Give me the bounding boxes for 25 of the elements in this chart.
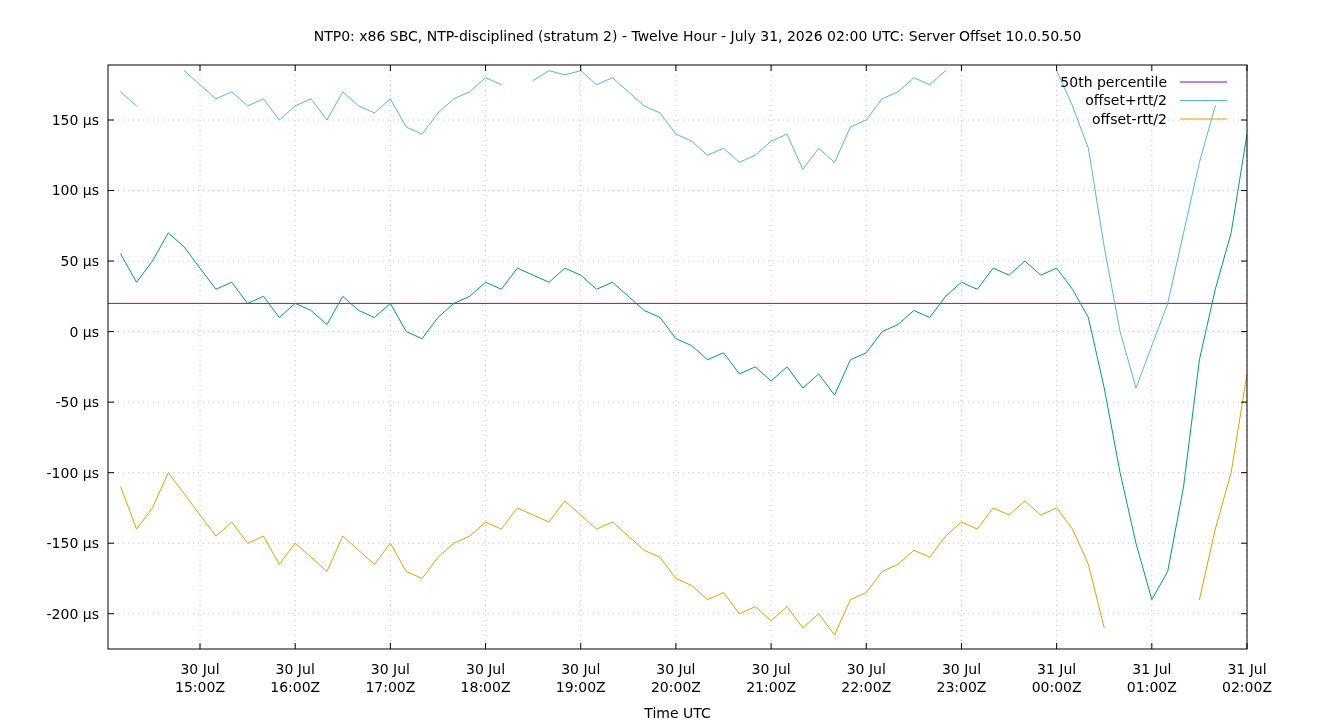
chart-title: NTP0: x86 SBC, NTP-disciplined (stratum 2) - Twelve Hour - July 31, 2026 02:00 UTC: Server Offset 10.0.50.50 bbox=[313, 28, 1082, 44]
y-tick-label: 100 µs bbox=[51, 182, 99, 199]
y-tick-label: -200 µs bbox=[46, 605, 99, 622]
y-tick-label: 50 µs bbox=[60, 252, 99, 269]
y-tick-label: 0 µs bbox=[69, 323, 99, 340]
legend-label: 50th percentile bbox=[1060, 73, 1167, 90]
x-tick-label: 31 Jul 02:00Z bbox=[1222, 661, 1272, 695]
x-tick-label: 31 Jul 00:00Z bbox=[1031, 661, 1082, 695]
x-tick-label: 30 Jul 22:00Z bbox=[841, 661, 892, 695]
x-tick-label: 30 Jul 23:00Z bbox=[936, 661, 987, 695]
x-tick-label: 30 Jul 17:00Z bbox=[365, 661, 416, 695]
y-tick-label: 150 µs bbox=[51, 111, 99, 128]
x-tick-label: 30 Jul 20:00Z bbox=[650, 661, 701, 695]
x-tick-label: 30 Jul 18:00Z bbox=[460, 661, 511, 695]
y-tick-label: -150 µs bbox=[46, 535, 99, 552]
x-tick-label: 30 Jul 19:00Z bbox=[555, 661, 606, 695]
x-tick-label: 30 Jul 16:00Z bbox=[270, 661, 321, 695]
legend-label: offset+rtt/2 bbox=[1085, 92, 1167, 109]
y-tick-label: -50 µs bbox=[55, 394, 99, 411]
x-tick-label: 30 Jul 15:00Z bbox=[175, 661, 225, 695]
x-tick-label: 30 Jul 21:00Z bbox=[746, 661, 797, 695]
x-tick-label: 31 Jul 01:00Z bbox=[1126, 661, 1177, 695]
x-axis-title: Time UTC bbox=[643, 705, 711, 720]
y-tick-label: -100 µs bbox=[46, 464, 99, 481]
legend-label: offset-rtt/2 bbox=[1091, 110, 1167, 127]
